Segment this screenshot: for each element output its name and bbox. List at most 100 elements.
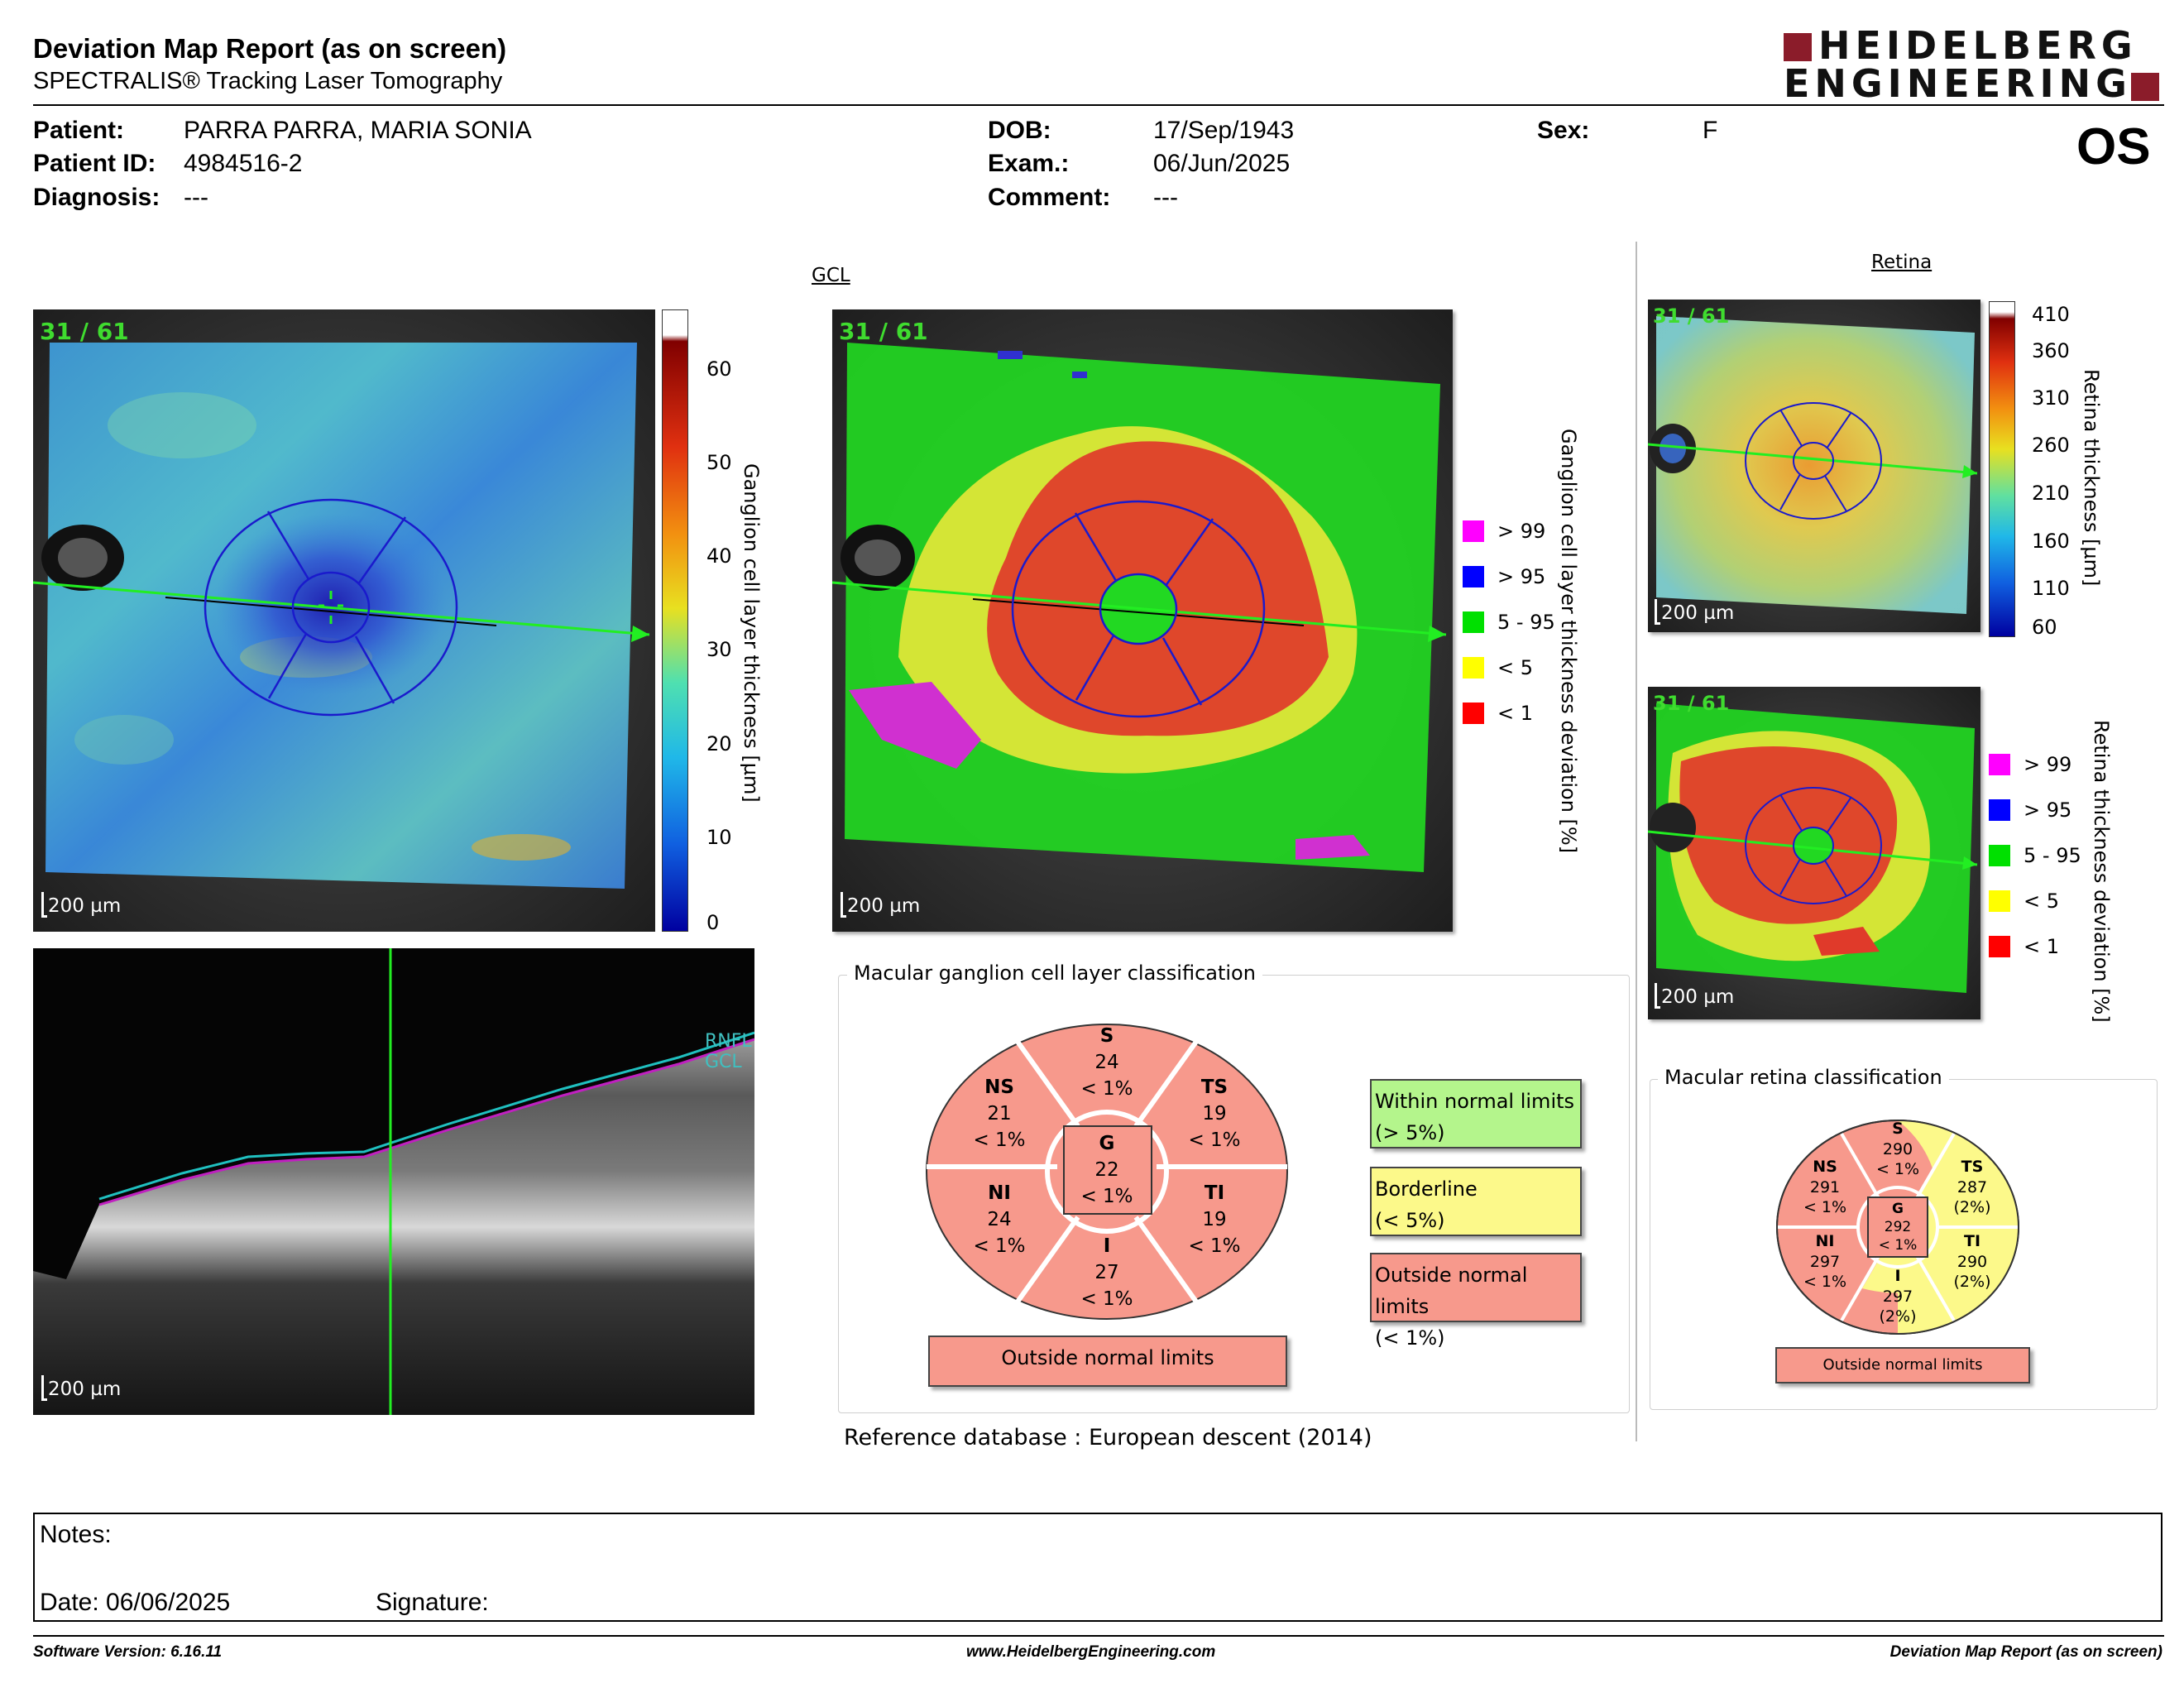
retina-deviation-axis-label: Retina thickness deviation [%] — [2090, 720, 2113, 1023]
company-logo: HEIDELBERG ENGINEERING — [1784, 25, 2164, 104]
patient-id: 4984516-2 — [184, 150, 303, 177]
colorbar-tick: 50 — [706, 451, 732, 474]
patient-name: PARRA PARRA, MARIA SONIA — [184, 117, 532, 144]
diagnosis-value: --- — [184, 184, 208, 211]
colorbar-tick: 110 — [2032, 577, 2070, 600]
reference-database: Reference database : European descent (2… — [844, 1425, 1372, 1451]
retina-thickness-map: 31 / 61 200 µm — [1648, 300, 1980, 632]
sector-ni: NI 297 < 1% — [1803, 1232, 1847, 1292]
scale-bar: 200 µm — [1654, 983, 1735, 1009]
legend-item: > 99 — [1989, 753, 2071, 776]
scale-bar: 200 µm — [1654, 599, 1735, 625]
sector-ti: TI 19 < 1% — [1188, 1182, 1241, 1258]
report-subtitle: SPECTRALIS® Tracking Laser Tomography — [33, 68, 503, 94]
report-title: Deviation Map Report (as on screen) — [33, 33, 507, 64]
sector-ts: TS 19 < 1% — [1188, 1077, 1241, 1152]
scale-bar: 200 µm — [41, 892, 122, 918]
sector-i: I 297 (2%) — [1879, 1267, 1917, 1326]
legend-item: > 99 — [1463, 520, 1545, 543]
retina-link[interactable]: Retina — [1871, 252, 1933, 273]
legend-item: 5 - 95 — [1463, 611, 1555, 634]
sector-ns: NS 21 < 1% — [973, 1077, 1026, 1152]
legend-item: < 5 — [1463, 656, 1533, 679]
legend-item: 5 - 95 — [1989, 844, 2081, 867]
legend-swatch — [1989, 799, 2010, 821]
legend-swatch — [1463, 657, 1484, 679]
oct-bscan: RNFL GCL 200 µm — [33, 948, 754, 1415]
software-version: Software Version: 6.16.11 — [33, 1643, 223, 1661]
colorbar-tick: 60 — [706, 357, 732, 381]
colorbar-tick: 360 — [2032, 339, 2070, 362]
legend-item: > 95 — [1989, 798, 2071, 822]
retina-deviation-map: 31 / 61 200 µm — [1648, 687, 1980, 1019]
legend-borderline: Borderline (< 5%) — [1370, 1167, 1582, 1236]
scale-bar: 200 µm — [840, 892, 921, 918]
legend-swatch — [1989, 845, 2010, 866]
notes-box[interactable] — [33, 1513, 2162, 1622]
colorbar-tick: 30 — [706, 638, 732, 661]
sector-ts: TS 287 (2%) — [1953, 1158, 1991, 1217]
sector-ns: NS 291 < 1% — [1803, 1158, 1847, 1217]
header-divider — [33, 104, 2164, 106]
gcl-deviation-map: 31 / 61 200 µm — [832, 309, 1453, 932]
frame-counter: 31 / 61 — [1653, 305, 1730, 328]
sector-ti: TI 290 (2%) — [1953, 1232, 1991, 1292]
colorbar-tick: 40 — [706, 544, 732, 568]
company-url[interactable]: www.HeidelbergEngineering.com — [966, 1643, 1216, 1661]
legend-outside-normal: Outside normal limits (< 1%) — [1370, 1253, 1582, 1350]
eye-label: OS — [2076, 118, 2151, 175]
sector-g: G 22 < 1% — [1080, 1133, 1133, 1208]
legend-swatch — [1463, 520, 1484, 542]
retina-classification-title: Macular retina classification — [1658, 1066, 1949, 1089]
frame-counter: 31 / 61 — [1653, 692, 1730, 715]
colorbar-tick: 410 — [2032, 303, 2070, 326]
comment-label: Comment: — [988, 184, 1111, 211]
patient-label: Patient: — [33, 117, 125, 144]
layer-label: RNFL GCL — [705, 1031, 752, 1072]
sector-i: I 27 < 1% — [1080, 1235, 1133, 1311]
retina-result-box: Outside normal limits — [1775, 1347, 2030, 1383]
scale-bar: 200 µm — [41, 1375, 122, 1401]
colorbar-tick: 310 — [2032, 386, 2070, 410]
legend-swatch — [1989, 936, 2010, 957]
legend-item: < 1 — [1989, 935, 2059, 958]
colorbar-tick: 260 — [2032, 434, 2070, 457]
sector-s: S 290 < 1% — [1875, 1120, 1920, 1179]
sector-s: S 24 < 1% — [1080, 1025, 1133, 1101]
dob-label: DOB: — [988, 117, 1051, 144]
exam-label: Exam.: — [988, 150, 1070, 177]
gcl-thickness-axis-label: Ganglion cell layer thickness [µm] — [740, 463, 763, 803]
legend-swatch — [1463, 566, 1484, 587]
legend-item: < 5 — [1989, 890, 2059, 913]
frame-counter: 31 / 61 — [839, 318, 928, 345]
footer-divider — [33, 1635, 2164, 1637]
gcl-thickness-map: 31 / 61 200 µm — [33, 309, 655, 932]
retina-thickness-axis-label: Retina thickness [µm] — [2080, 369, 2103, 587]
retina-sector-chart: S 290 < 1% NS 291 < 1% TS 287 (2%) G 292 < 1% NI… — [1775, 1119, 2020, 1336]
notes-label: Notes: — [40, 1521, 112, 1548]
colorbar-tick: 0 — [706, 911, 720, 934]
sector-ni: NI 24 < 1% — [973, 1182, 1026, 1258]
gcl-deviation-axis-label: Ganglion cell layer thickness deviation … — [1557, 429, 1580, 854]
sex-label: Sex: — [1537, 117, 1590, 144]
colorbar-tick: 20 — [706, 732, 732, 755]
signature-label: Signature: — [376, 1589, 489, 1616]
sector-g: G 292 < 1% — [1878, 1201, 1918, 1254]
legend-swatch — [1463, 703, 1484, 724]
gcl-classification-title: Macular ganglion cell layer classificati… — [847, 961, 1262, 985]
gcl-link[interactable]: GCL — [812, 265, 850, 286]
colorbar-tick: 160 — [2032, 530, 2070, 553]
diagnosis-label: Diagnosis: — [33, 184, 160, 211]
section-divider — [1636, 242, 1637, 1441]
colorbar-tick: 10 — [706, 826, 732, 849]
legend-swatch — [1989, 754, 2010, 775]
notes-date: Date: 06/06/2025 — [40, 1589, 231, 1616]
retina-colorbar — [1989, 301, 2015, 637]
colorbar-tick: 60 — [2032, 616, 2057, 639]
report-name: Deviation Map Report (as on screen) — [1889, 1643, 2162, 1661]
legend-swatch — [1463, 611, 1484, 633]
gcl-sector-chart: S 24 < 1% NS 21 < 1% TS 19 < 1% G 22 < 1% NI 24 < … — [925, 1023, 1289, 1321]
gcl-result-box: Outside normal limits — [928, 1336, 1287, 1387]
patient-id-label: Patient ID: — [33, 150, 156, 177]
frame-counter: 31 / 61 — [40, 318, 129, 345]
